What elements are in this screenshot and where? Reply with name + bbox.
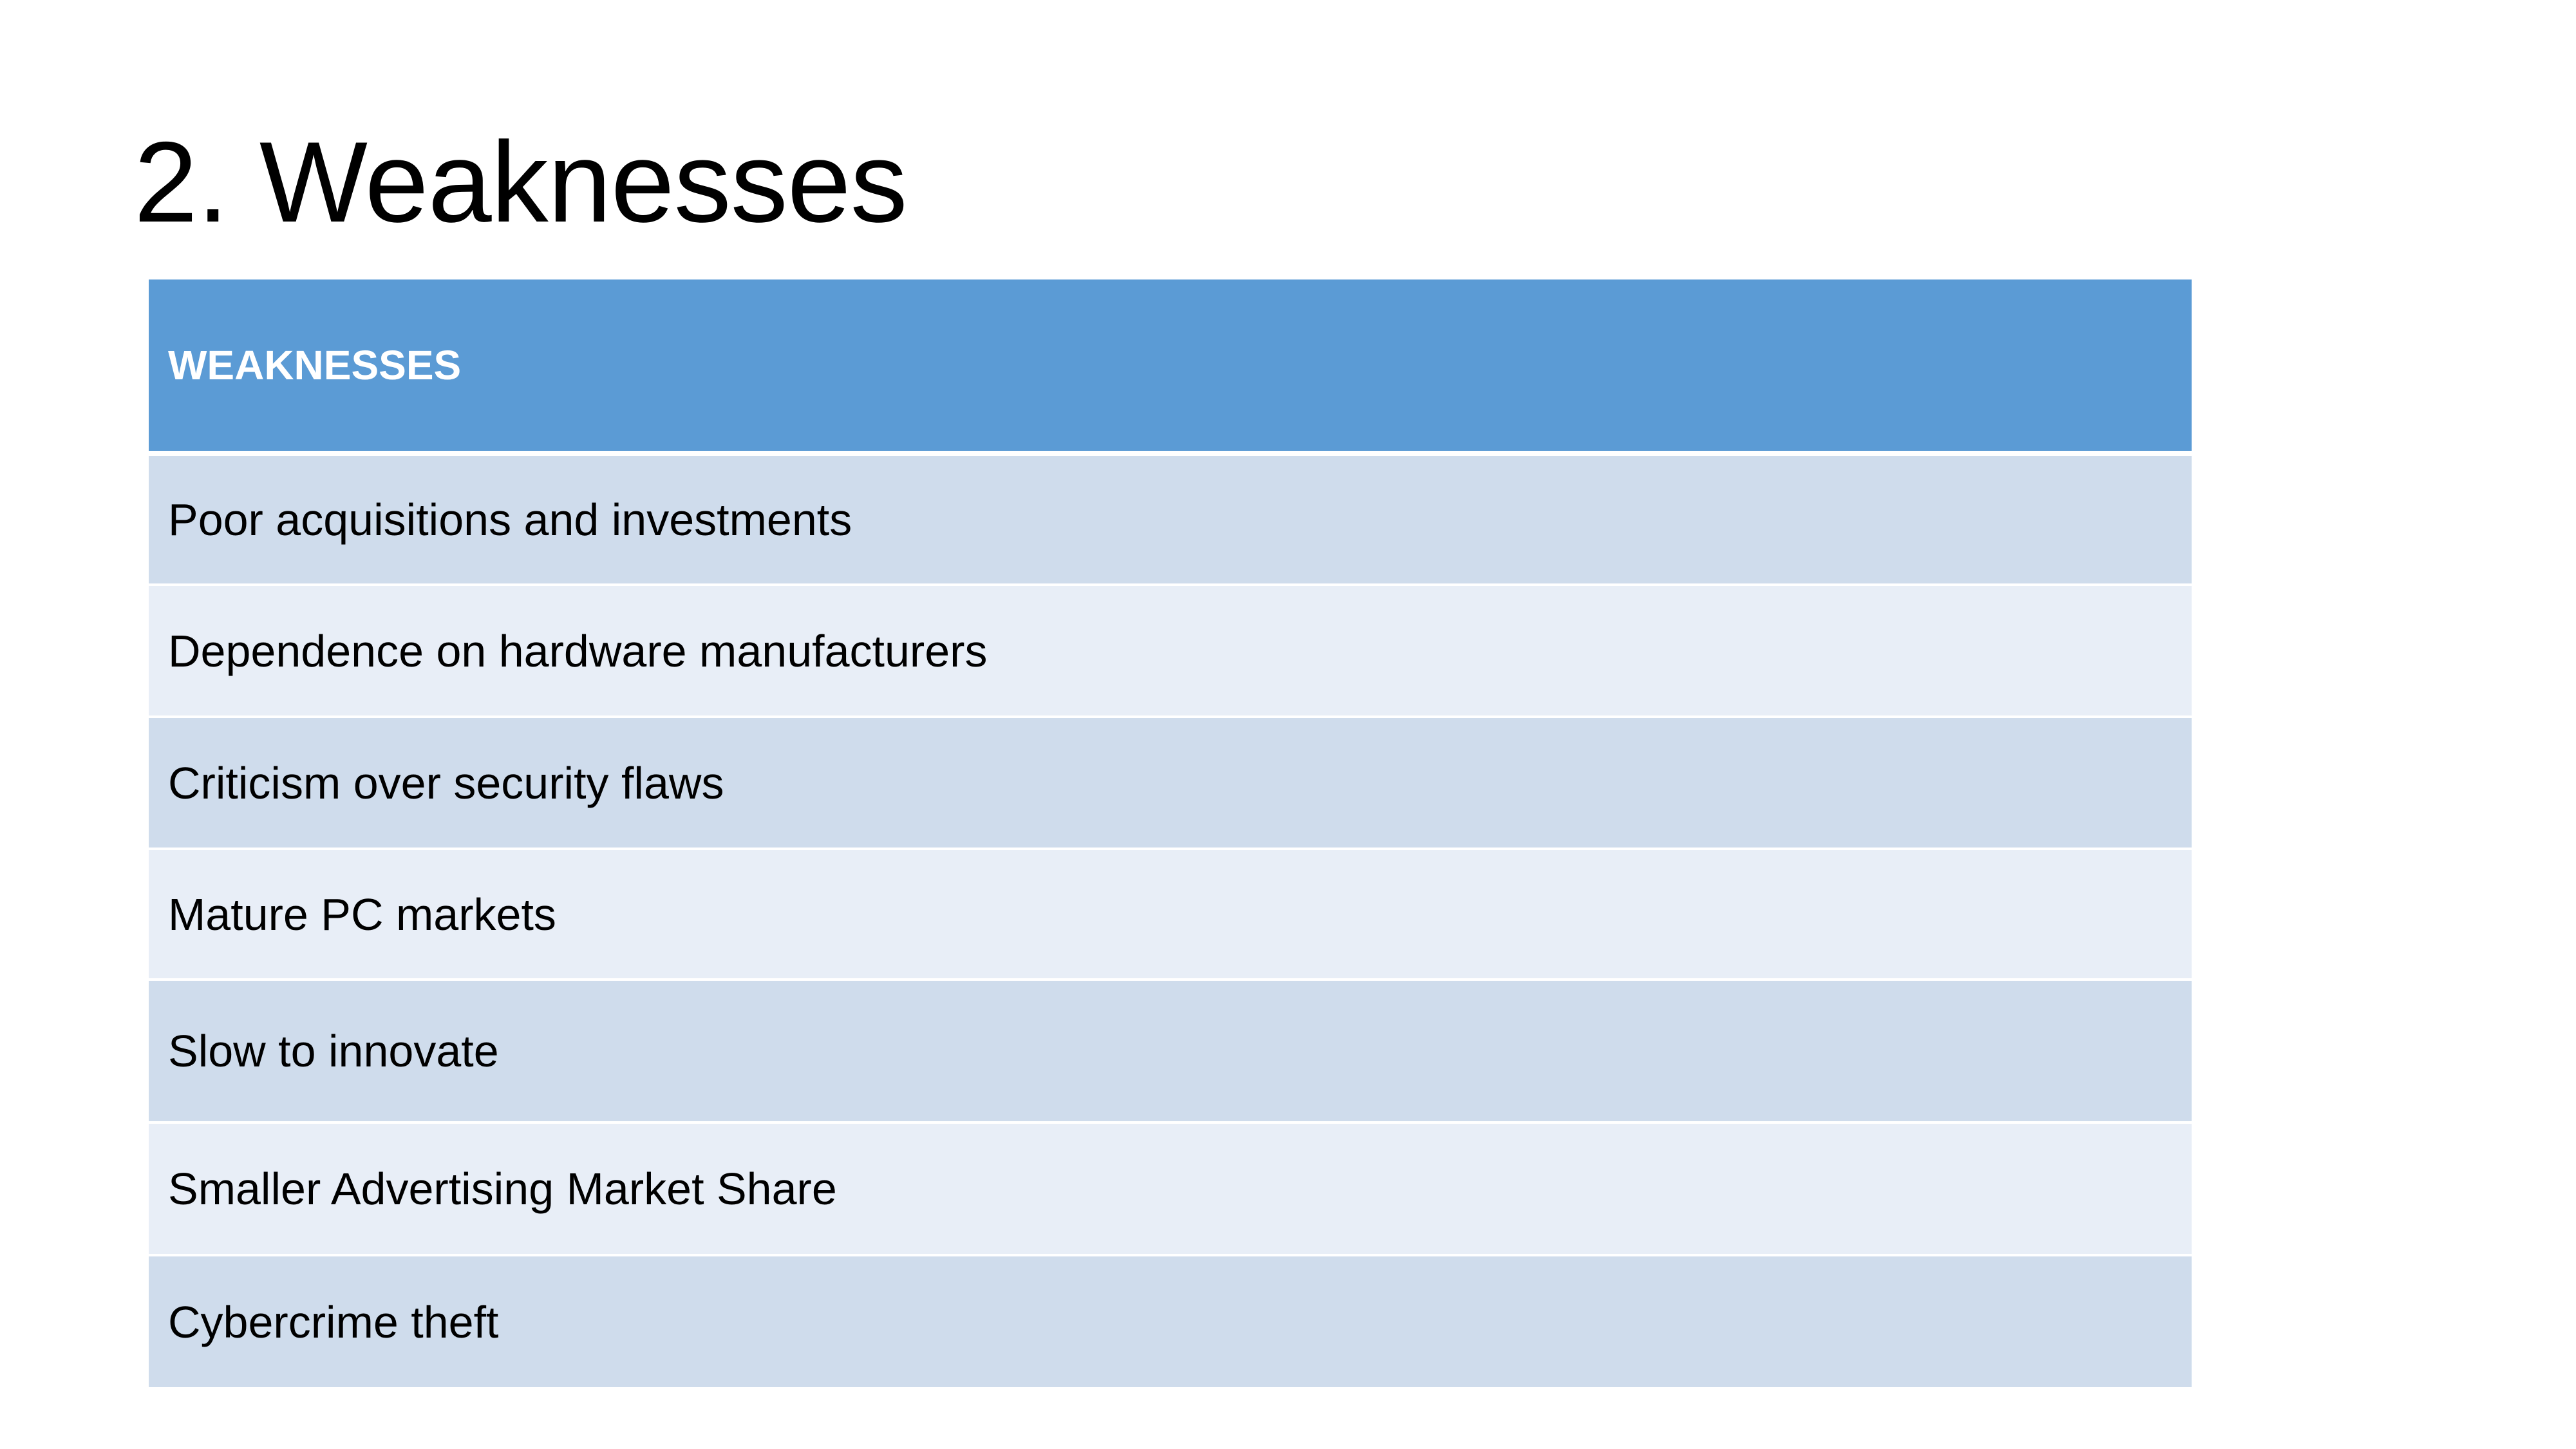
table-cell: Poor acquisitions and investments <box>168 495 852 545</box>
table-cell: Dependence on hardware manufacturers <box>168 625 988 676</box>
table-cell: Slow to innovate <box>168 1026 499 1076</box>
table-row: Mature PC markets <box>149 850 2192 981</box>
table-row: Criticism over security flaws <box>149 718 2192 850</box>
table-cell: Cybercrime theft <box>168 1296 499 1347</box>
table-cell: Mature PC markets <box>168 889 556 940</box>
table-row: Slow to innovate <box>149 981 2192 1124</box>
table-header-cell: WEAKNESSES <box>168 342 462 388</box>
weaknesses-table: WEAKNESSES Poor acquisitions and investm… <box>149 279 2192 1387</box>
table-row: Poor acquisitions and investments <box>149 456 2192 586</box>
table-row: Dependence on hardware manufacturers <box>149 586 2192 718</box>
table-row: Cybercrime theft <box>149 1256 2192 1387</box>
table-cell: Smaller Advertising Market Share <box>168 1164 837 1214</box>
table-cell: Criticism over security flaws <box>168 757 724 808</box>
slide-title: 2. Weaknesses <box>134 118 908 246</box>
table-header-row: WEAKNESSES <box>149 279 2192 451</box>
table-row: Smaller Advertising Market Share <box>149 1124 2192 1256</box>
